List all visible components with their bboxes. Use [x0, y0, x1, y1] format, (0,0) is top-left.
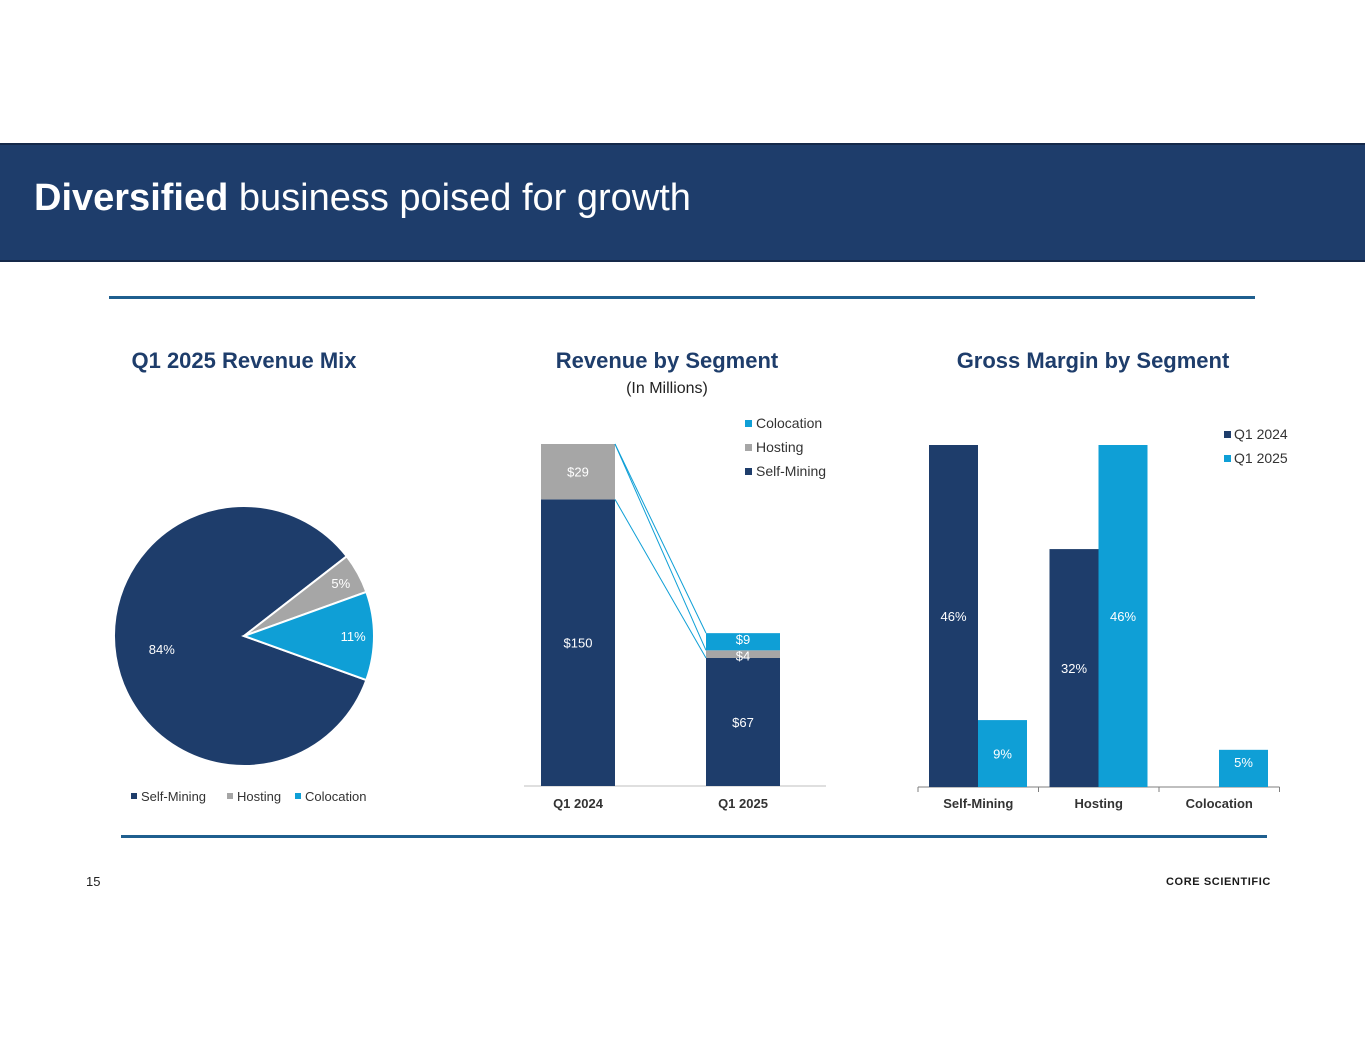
- slide-title: Diversified business poised for growth: [34, 176, 691, 220]
- pie-legend-hosting: Hosting: [237, 789, 281, 804]
- margin-legend-q1-2024: Q1 2024: [1234, 426, 1288, 442]
- pie-label-colocation: 11%: [341, 629, 366, 644]
- margin-x-tick-colocation: Colocation: [1186, 796, 1253, 811]
- top-divider: [109, 296, 1255, 299]
- margin-label-q1-2025-self-mining: 9%: [993, 747, 1012, 762]
- revenue-legend-swatch-hosting: [745, 444, 752, 451]
- margin-label-q1-2024-self-mining: 46%: [940, 609, 966, 624]
- margin-chart-title: Gross Margin by Segment: [956, 348, 1230, 373]
- revenue-label-hosting-0: $29: [567, 465, 589, 480]
- revenue-bar-self-mining-1: [706, 657, 780, 786]
- page-number: 15: [86, 874, 101, 889]
- pie-legend-swatch-colocation: [295, 793, 301, 799]
- company-logo: CORE SCIENTIFIC: [1166, 876, 1271, 888]
- margin-label-q1-2024-hosting: 32%: [1061, 661, 1087, 676]
- revenue-label-hosting-1: $4: [736, 648, 750, 663]
- title-banner: [0, 143, 1365, 262]
- margin-x-tick-hosting: Hosting: [1075, 796, 1123, 811]
- slide-title-rest: business poised for growth: [228, 177, 691, 219]
- margin-bar-q1-2025-self-mining: [978, 720, 1027, 787]
- revenue-bar-colocation-1: [706, 633, 780, 651]
- revenue-x-tick-0: Q1 2024: [553, 796, 604, 811]
- bottom-divider: [121, 835, 1267, 838]
- pie-legend-colocation: Colocation: [305, 789, 366, 804]
- pie-label-self-mining: 84%: [149, 642, 175, 657]
- revenue-connector-hosting: [614, 443, 707, 651]
- margin-label-q1-2025-hosting: 46%: [1110, 609, 1136, 624]
- pie-legend-self-mining: Self-Mining: [141, 789, 206, 804]
- revenue-connector-self-mining: [614, 499, 707, 659]
- revenue-legend-hosting: Hosting: [756, 439, 803, 455]
- revenue-legend-self-mining: Self-Mining: [756, 463, 826, 479]
- slide-title-bold: Diversified: [34, 177, 229, 219]
- revenue-bar-self-mining-0: [541, 499, 615, 786]
- revenue-legend-swatch-colocation: [745, 420, 752, 427]
- margin-bar-q1-2024-self-mining: [929, 445, 978, 787]
- revenue-label-colocation-1: $9: [736, 632, 750, 647]
- revenue-label-self-mining-0: $150: [564, 636, 593, 651]
- revenue-chart-title: Revenue by Segment: [555, 348, 779, 373]
- revenue-connector-colocation: [614, 443, 707, 634]
- margin-legend-swatch-0: [1224, 431, 1231, 438]
- margin-legend-swatch-1: [1224, 455, 1231, 462]
- margin-x-tick-self-mining: Self-Mining: [943, 796, 1013, 811]
- margin-label-q1-2025-colocation: 5%: [1234, 755, 1253, 770]
- pie-legend-swatch-hosting: [227, 793, 233, 799]
- margin-bar-q1-2025-colocation: [1219, 749, 1268, 787]
- revenue-x-tick-1: Q1 2025: [718, 796, 768, 811]
- pie-legend-swatch-self-mining: [131, 793, 137, 799]
- margin-legend-q1-2025: Q1 2025: [1234, 450, 1288, 466]
- revenue-chart-subtitle: (In Millions): [626, 380, 708, 397]
- pie-slice-colocation: [241, 590, 375, 682]
- pie-label-hosting: 5%: [331, 576, 350, 591]
- revenue-legend-colocation: Colocation: [756, 415, 822, 431]
- revenue-label-self-mining-1: $67: [732, 715, 754, 730]
- pie-chart-title: Q1 2025 Revenue Mix: [131, 348, 357, 373]
- pie-slice-self-mining: [113, 505, 368, 767]
- revenue-bar-hosting-1: [706, 650, 780, 658]
- revenue-legend-swatch-self-mining: [745, 468, 752, 475]
- margin-bar-q1-2024-hosting: [1049, 549, 1099, 787]
- revenue-bar-hosting-0: [541, 444, 615, 500]
- margin-bar-q1-2025-hosting: [1098, 445, 1148, 787]
